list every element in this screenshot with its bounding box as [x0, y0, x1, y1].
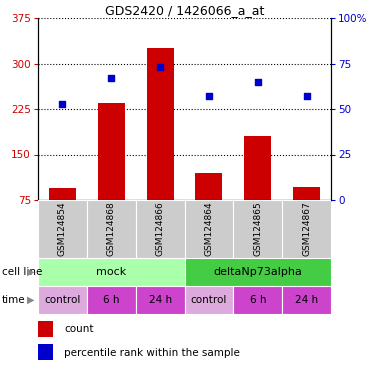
- Bar: [184, 258, 331, 286]
- Text: GSM124867: GSM124867: [302, 202, 311, 257]
- Text: GSM124864: GSM124864: [204, 202, 213, 256]
- Bar: [136, 286, 184, 314]
- Text: ▶: ▶: [27, 295, 34, 305]
- Text: 24 h: 24 h: [295, 295, 318, 305]
- Bar: [293, 187, 320, 200]
- Point: [255, 79, 261, 85]
- Text: control: control: [191, 295, 227, 305]
- Text: cell line: cell line: [2, 267, 42, 277]
- Bar: [87, 286, 136, 314]
- Bar: [147, 48, 174, 200]
- Bar: [38, 321, 53, 337]
- Text: 6 h: 6 h: [250, 295, 266, 305]
- Bar: [87, 200, 136, 258]
- Point: [157, 64, 163, 70]
- Bar: [233, 286, 282, 314]
- Bar: [244, 136, 271, 200]
- Text: GSM124865: GSM124865: [253, 202, 262, 257]
- Bar: [38, 286, 87, 314]
- Text: 24 h: 24 h: [148, 295, 172, 305]
- Bar: [38, 258, 184, 286]
- Point: [303, 93, 309, 99]
- Bar: [282, 286, 331, 314]
- Bar: [49, 188, 76, 200]
- Text: deltaNp73alpha: deltaNp73alpha: [213, 267, 302, 277]
- Bar: [282, 200, 331, 258]
- Text: count: count: [65, 324, 94, 334]
- Text: 6 h: 6 h: [103, 295, 119, 305]
- Text: mock: mock: [96, 267, 127, 277]
- Text: GSM124866: GSM124866: [155, 202, 165, 257]
- Bar: [184, 286, 233, 314]
- Bar: [136, 200, 184, 258]
- Point: [206, 93, 212, 99]
- Bar: [233, 200, 282, 258]
- Text: time: time: [2, 295, 26, 305]
- Text: ▶: ▶: [27, 267, 34, 277]
- Text: percentile rank within the sample: percentile rank within the sample: [65, 348, 240, 358]
- Bar: [98, 103, 125, 200]
- Text: GSM124868: GSM124868: [107, 202, 116, 257]
- Bar: [196, 173, 222, 200]
- Text: control: control: [44, 295, 81, 305]
- Bar: [38, 344, 53, 360]
- Bar: [38, 200, 87, 258]
- Point: [59, 101, 65, 107]
- Title: GDS2420 / 1426066_a_at: GDS2420 / 1426066_a_at: [105, 4, 264, 17]
- Point: [108, 75, 114, 81]
- Text: GSM124854: GSM124854: [58, 202, 67, 256]
- Bar: [184, 200, 233, 258]
